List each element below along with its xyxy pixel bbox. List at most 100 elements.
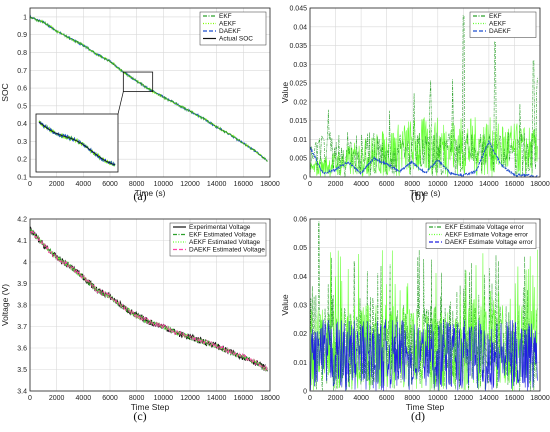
y-tick-label: 3.8 — [17, 303, 27, 310]
y-tick-label: 3.5 — [17, 367, 27, 374]
x-tick-label: 2000 — [49, 395, 65, 402]
y-tick-label: 0.6 — [17, 86, 27, 93]
y-tick-label: 0.035 — [289, 43, 307, 50]
y-axis-label: Value — [280, 82, 290, 103]
panel-label: (b) — [411, 189, 425, 203]
x-tick-label: 4000 — [353, 181, 369, 188]
y-axis-label: SOC — [0, 83, 10, 101]
x-tick-label: 18000 — [530, 181, 550, 188]
chart-panel-a: 0 2000 4000 6000 8000 10000 12000 14000 16000 180… — [0, 7, 280, 203]
series-layer — [309, 15, 538, 178]
x-tick-label: 12000 — [180, 181, 200, 188]
y-tick-label: 1 — [23, 14, 27, 21]
chart-panel-c: 0 2000 4000 6000 8000 10000 12000 14000 16000 180… — [0, 217, 280, 424]
x-tick-label: 6000 — [379, 181, 395, 188]
y-tick-label: 0.02 — [293, 99, 307, 106]
series-line-daekf-estimated-voltage — [29, 228, 268, 372]
y-tick-label: 3.6 — [17, 346, 27, 353]
y-tick-label: 0.01 — [293, 360, 307, 367]
y-tick-label: 0.04 — [293, 274, 307, 281]
series-line-aekf-estimated-voltage — [29, 229, 268, 371]
series-line-aekf — [309, 117, 538, 177]
y-tick-label: 3.9 — [17, 281, 27, 288]
plot-frame — [309, 7, 541, 178]
series-line-ekf — [29, 15, 268, 162]
x-axis-label: Time Step — [406, 402, 445, 412]
x-tick-label: 0 — [308, 181, 312, 188]
legend-entry: AEKF — [489, 21, 506, 28]
x-tick-label: 16000 — [234, 395, 254, 402]
y-tick-label: 0.05 — [293, 245, 307, 252]
x-tick-label: 6000 — [379, 395, 395, 402]
y-tick-label: 0.04 — [293, 24, 307, 31]
legend-box — [199, 11, 267, 46]
y-tick-label: 0.06 — [293, 217, 307, 224]
y-tick-label: 4 — [23, 260, 27, 267]
x-tick-label: 4000 — [76, 395, 92, 402]
x-tick-label: 12000 — [454, 395, 474, 402]
chart-panel-b: 0 2000 4000 6000 8000 10000 12000 14000 16000 180… — [280, 6, 550, 204]
y-tick-label: 0.4 — [17, 121, 27, 128]
x-tick-label: 14000 — [479, 181, 499, 188]
y-tick-label: 4.2 — [17, 217, 27, 224]
series-layer — [29, 226, 268, 373]
legend-entry: DAEKF Estimate Voltage error — [445, 239, 534, 246]
inset-box — [35, 113, 119, 173]
y-tick-label: 0.1 — [17, 175, 27, 182]
x-tick-label: 18000 — [530, 395, 550, 402]
legend-entry: AEKF Estimate Voltage error — [445, 232, 529, 239]
plot-frame — [29, 7, 271, 178]
x-tick-label: 10000 — [428, 181, 448, 188]
x-tick-label: 8000 — [404, 395, 420, 402]
y-tick-label: 0.03 — [293, 303, 307, 310]
legend-entry: DAEKF — [489, 28, 511, 35]
y-tick-label: 4.1 — [17, 238, 27, 245]
legend-entry: AEKF Estimated Voltage — [189, 239, 261, 246]
x-tick-label: 12000 — [180, 395, 200, 402]
x-tick-label: 0 — [308, 395, 312, 402]
legend-box — [169, 222, 267, 257]
y-tick-label: 0.3 — [17, 139, 27, 146]
x-tick-label: 10000 — [428, 395, 448, 402]
y-tick-label: 0 — [303, 175, 307, 182]
x-tick-label: 6000 — [102, 181, 118, 188]
x-tick-label: 14000 — [207, 181, 227, 188]
legend-entry: Actual SOC — [219, 36, 253, 43]
y-tick-label: 0.8 — [17, 50, 27, 57]
y-tick-label: 0.7 — [17, 68, 27, 75]
legend-entry: DAEKF Estimated Voltage — [189, 247, 265, 254]
y-tick-label: 0.5 — [17, 103, 27, 110]
series-line-daekf — [309, 140, 538, 178]
y-tick-label: 0.03 — [293, 62, 307, 69]
y-tick-label: 0.01 — [293, 137, 307, 144]
x-tick-label: 2000 — [328, 395, 344, 402]
chart-panel-d: 0 2000 4000 6000 8000 10000 12000 14000 16000 180… — [280, 217, 550, 424]
x-tick-label: 14000 — [479, 395, 499, 402]
legend-entry: EKF — [489, 13, 502, 20]
legend-entry: EKF — [219, 13, 232, 20]
legend-entry: EKF Estimate Voltage error — [445, 224, 525, 231]
x-tick-label: 2000 — [49, 181, 65, 188]
legend-entry: AEKF — [219, 21, 236, 28]
legend-box — [425, 222, 537, 249]
x-tick-label: 10000 — [154, 181, 174, 188]
x-tick-label: 2000 — [328, 181, 344, 188]
zoom-box — [122, 71, 154, 93]
inset-line — [38, 121, 116, 166]
x-tick-label: 16000 — [505, 395, 525, 402]
plot-frame — [29, 218, 271, 392]
x-tick-label: 4000 — [76, 181, 92, 188]
y-tick-label: 0.2 — [17, 157, 27, 164]
y-tick-label: 0.005 — [289, 156, 307, 163]
y-tick-label: 0 — [303, 389, 307, 396]
panel-label: (c) — [133, 409, 146, 423]
x-tick-label: 18000 — [260, 395, 280, 402]
x-tick-label: 8000 — [129, 181, 145, 188]
x-tick-label: 14000 — [207, 395, 227, 402]
x-axis-label: Time Step — [131, 402, 170, 412]
series-layer — [309, 221, 538, 392]
